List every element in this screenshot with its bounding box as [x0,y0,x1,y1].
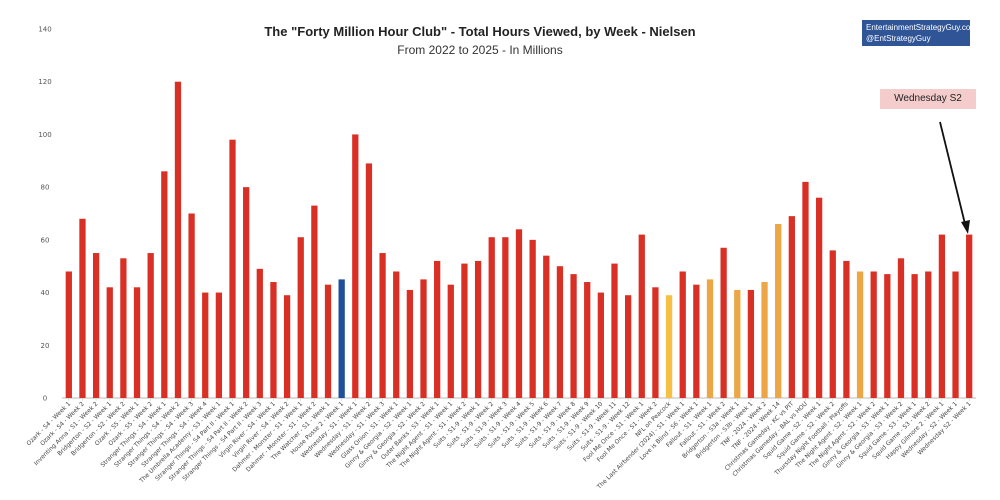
bar [788,216,795,398]
bar [856,271,864,398]
bar [897,258,905,398]
bar [311,205,318,398]
bar [638,234,645,398]
bar [597,292,604,398]
y-tick-label: 20 [41,342,50,350]
callout-arrow [939,121,970,234]
bar [556,266,564,398]
bar [133,287,141,398]
bar [434,260,441,398]
bar [843,260,850,398]
bar [474,260,482,398]
bar [352,134,359,398]
bar [870,271,877,398]
bar [297,237,304,398]
bar [420,279,427,398]
bar [256,268,263,398]
bar [952,271,959,398]
callout-arrow-head [961,220,970,234]
bar [147,253,154,398]
bar [324,284,332,398]
bar [747,289,755,398]
bar [488,237,495,398]
bar [65,271,72,398]
bar [815,197,823,398]
bar [802,181,809,398]
bar [79,218,86,398]
bar [829,250,836,398]
bars [65,81,973,399]
brand-website: EntertainmentStrategyGuy.com [866,23,978,32]
y-tick-label: 0 [43,395,47,403]
bar [925,271,932,398]
brand-label: EntertainmentStrategyGuy.com @EntStrateg… [862,20,978,46]
bar [447,284,454,398]
bar [720,247,727,398]
callout-arrow-line [939,121,967,229]
bar [911,274,918,398]
bar [365,163,373,398]
bar [461,263,468,398]
chart-subtitle: From 2022 to 2025 - In Millions [397,43,562,57]
brand-handle: @EntStrategyGuy [866,34,931,43]
bar [174,81,182,399]
chart-title: The "Forty Million Hour Club" - Total Ho… [264,24,695,39]
bar [611,263,618,398]
y-tick-label: 60 [41,236,50,244]
bar [120,258,127,398]
bar [92,253,100,398]
bar [625,295,632,398]
y-tick-label: 80 [41,184,50,192]
bar [283,295,291,398]
bar [884,274,891,398]
y-tick-label: 120 [38,78,51,86]
bar [584,282,591,398]
bar [966,234,973,398]
bar [188,213,195,398]
bar [406,289,414,398]
wednesday-s2-callout: Wednesday S2 [880,89,976,109]
bar [529,239,536,398]
bar [338,279,345,398]
y-tick-label: 100 [38,131,51,139]
bar [938,234,946,398]
bar [270,282,277,398]
bar [543,255,550,398]
bar [202,292,209,398]
bar [665,295,673,398]
bar [761,282,768,398]
bar [652,287,659,398]
bar [693,284,700,398]
bar [393,271,400,398]
y-tick-label: 140 [38,26,51,34]
bar [229,139,236,398]
bar [106,287,113,398]
bar [706,279,714,398]
y-tick-label: 40 [41,289,50,297]
bar [775,224,782,398]
bar [379,253,386,398]
bar [679,271,686,398]
bar [243,187,250,398]
bar [515,229,523,398]
bar [161,171,168,398]
bar [502,237,509,398]
bar [570,274,577,398]
bar [734,289,741,398]
bar [215,292,223,398]
